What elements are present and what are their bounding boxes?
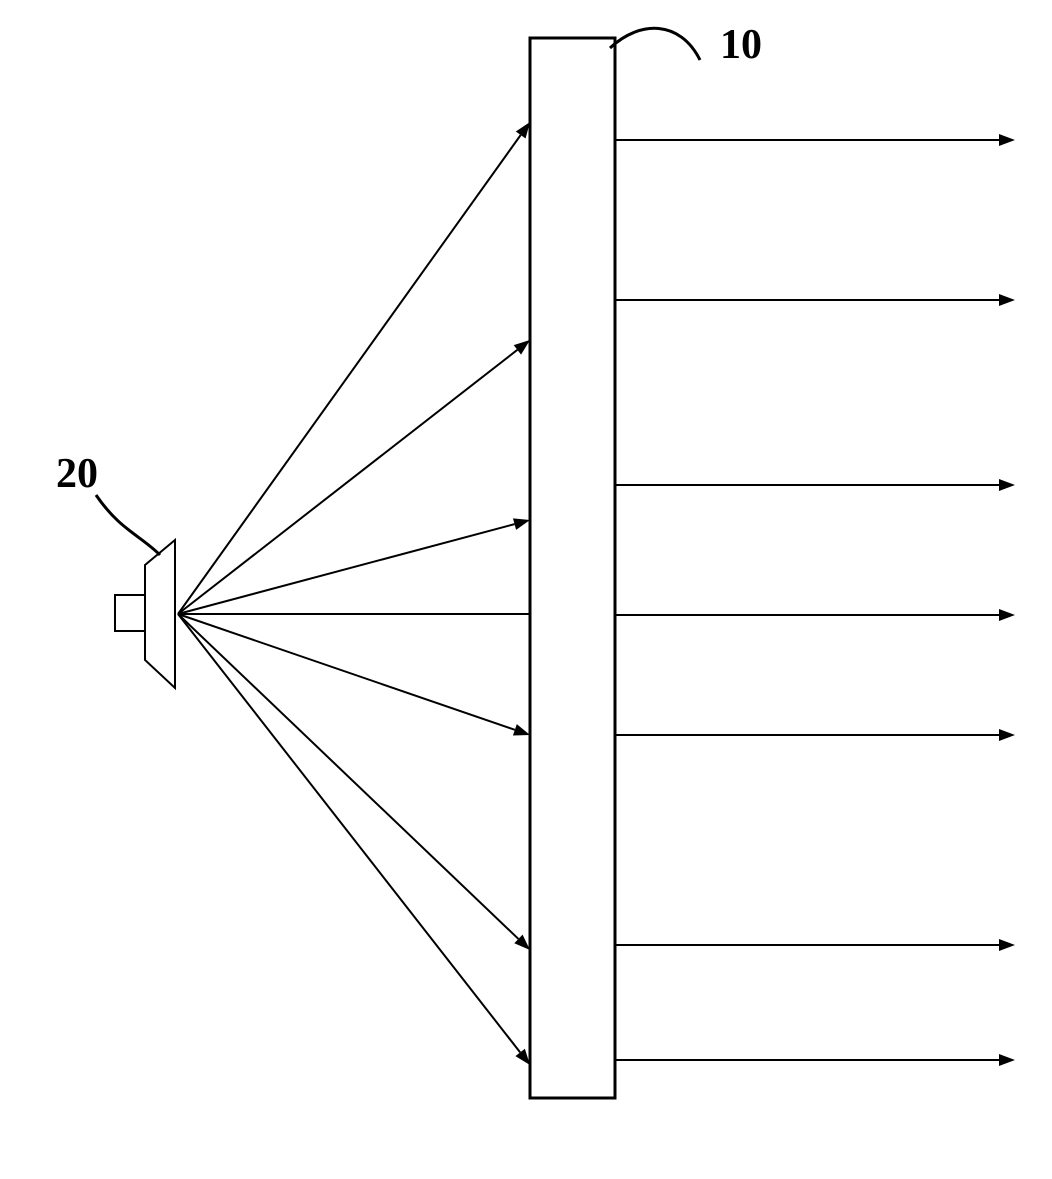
arrow-head — [516, 122, 530, 139]
incident-ray-5 — [178, 614, 518, 939]
incident-ray-2 — [178, 524, 515, 614]
arrow-head — [513, 724, 530, 735]
feed-stem — [115, 595, 145, 631]
incident-ray-6 — [178, 614, 520, 1052]
arrow-head — [999, 609, 1015, 621]
arrow-head — [999, 729, 1015, 741]
arrow-head — [513, 518, 530, 530]
leader-lens — [610, 28, 700, 60]
lens-rect — [530, 38, 615, 1098]
arrow-head — [999, 939, 1015, 951]
arrow-head — [999, 1054, 1015, 1066]
arrow-head — [515, 1049, 530, 1065]
arrow-head — [999, 294, 1015, 306]
incident-ray-4 — [178, 614, 515, 730]
label-source: 20 — [56, 451, 98, 497]
leader-source — [96, 495, 160, 555]
feed-horn — [145, 540, 175, 688]
incident-ray-1 — [178, 350, 517, 614]
label-lens: 10 — [720, 22, 762, 68]
arrow-head — [514, 340, 530, 355]
arrow-head — [999, 479, 1015, 491]
incident-ray-0 — [178, 135, 521, 614]
arrow-head — [999, 134, 1015, 146]
